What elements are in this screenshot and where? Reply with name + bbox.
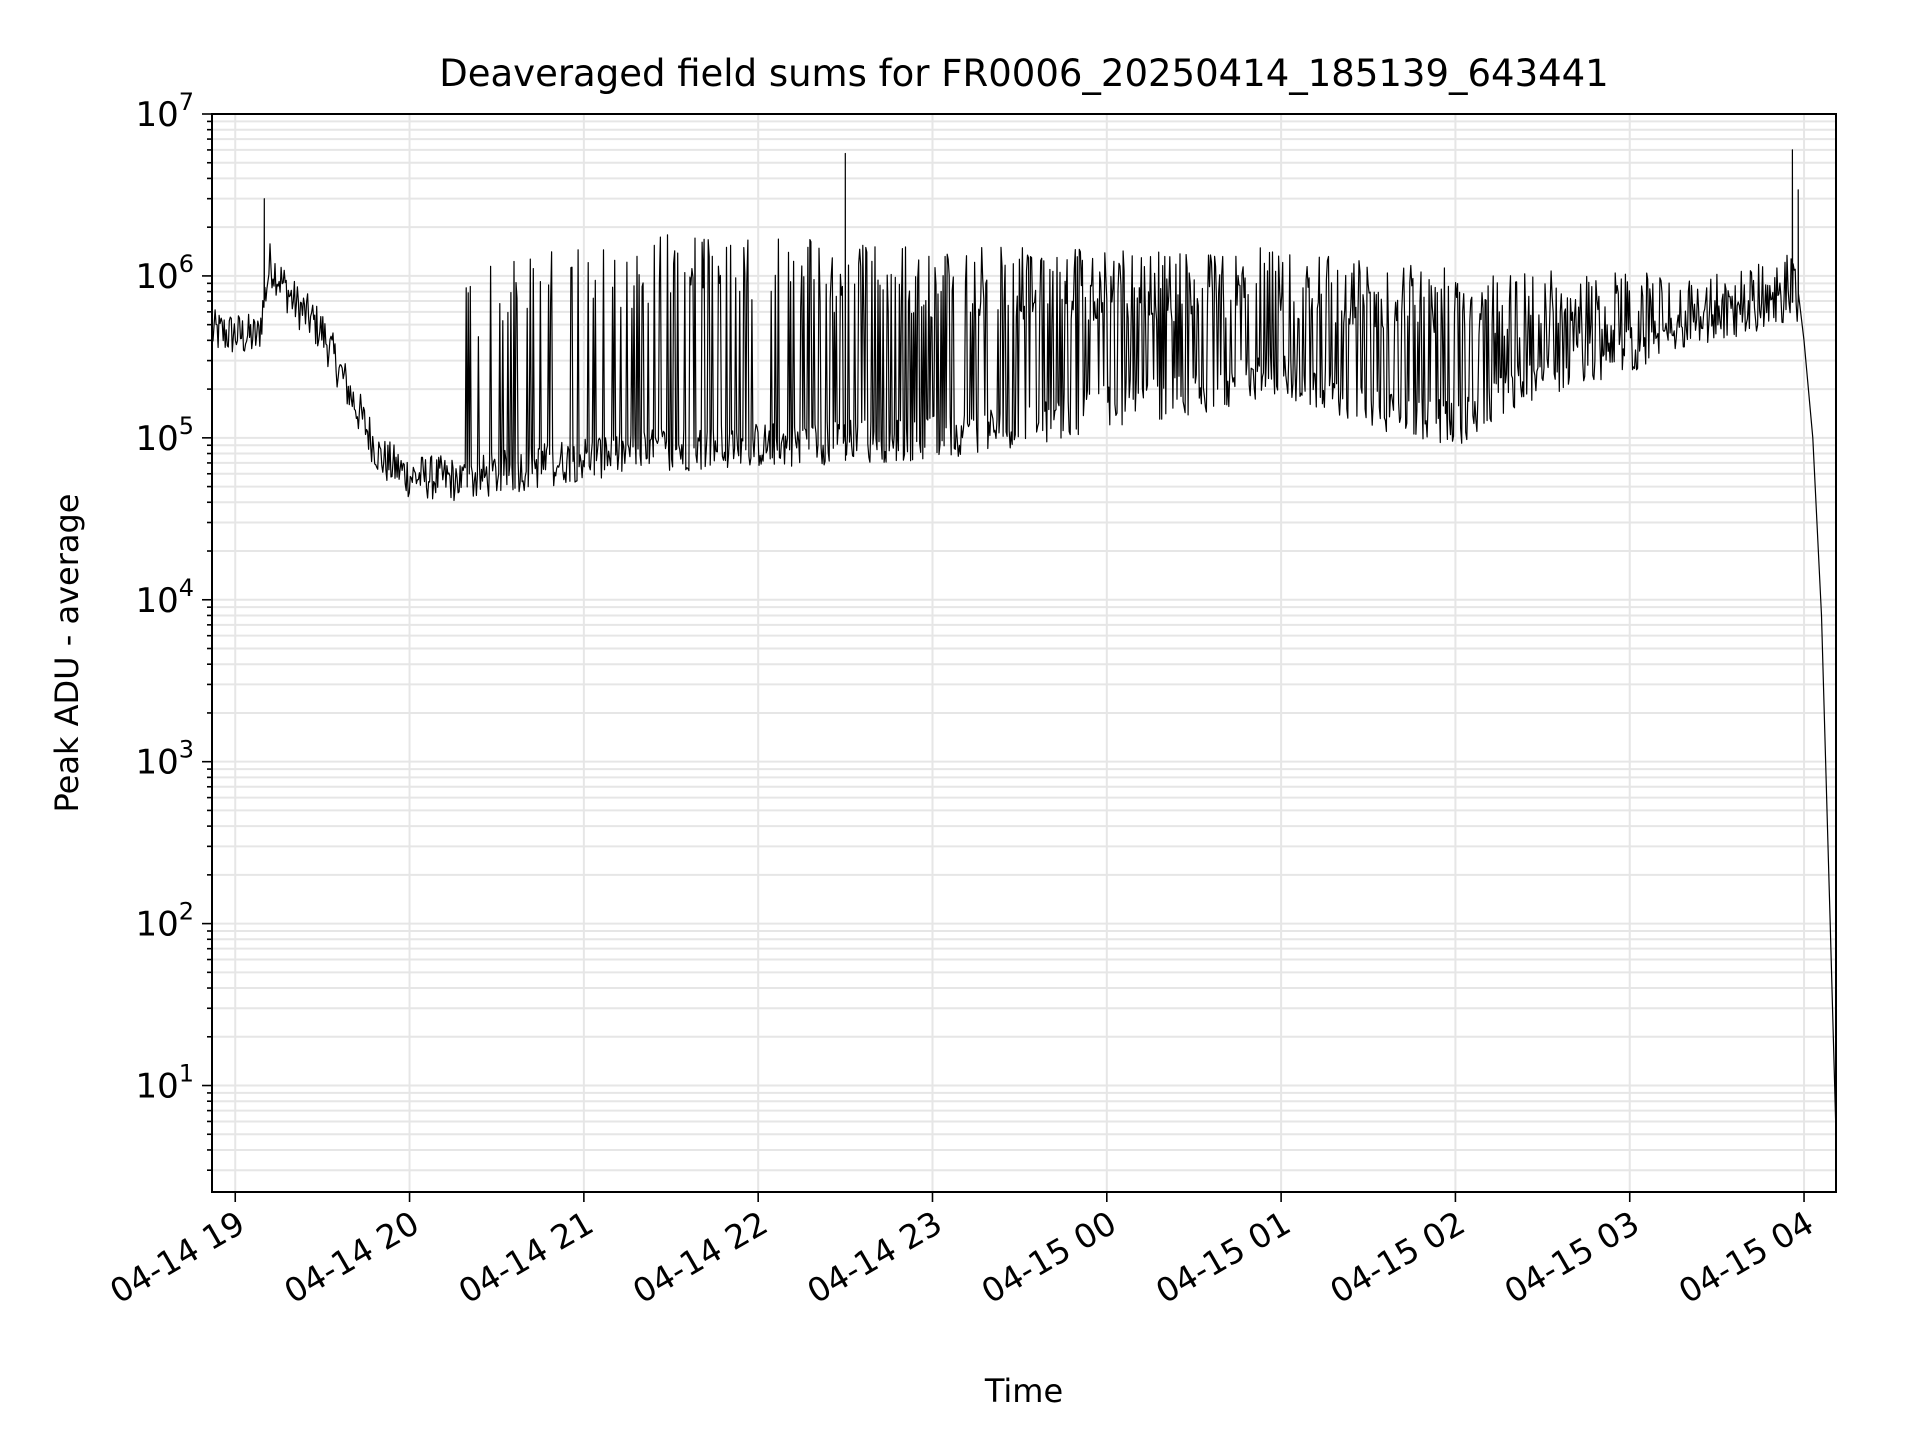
- x-tick-label: 04-15 02: [1323, 1203, 1471, 1311]
- y-tick-label: 101: [135, 1060, 194, 1107]
- series-layer: [211, 149, 1837, 1135]
- x-tick-label: 04-15 00: [975, 1203, 1123, 1311]
- x-tick-label: 04-14 23: [800, 1203, 948, 1311]
- x-tick-label: 04-14 20: [278, 1203, 426, 1311]
- x-tick-label: 04-14 19: [103, 1203, 251, 1311]
- x-tick-label: 04-14 22: [626, 1203, 774, 1311]
- series-line: [211, 149, 1837, 1135]
- x-tick-label: 04-15 04: [1672, 1203, 1820, 1311]
- y-tick-label: 102: [135, 898, 194, 945]
- x-tick-label: 04-14 21: [452, 1203, 600, 1311]
- x-tick-label: 04-15 01: [1149, 1203, 1297, 1311]
- y-tick-label: 107: [135, 88, 194, 135]
- y-tick-label: 104: [135, 574, 194, 621]
- y-tick-label: 103: [135, 736, 194, 783]
- y-axis-label: Peak ADU - average: [48, 494, 86, 813]
- y-tick-label: 106: [135, 250, 194, 297]
- y-tick-label: 105: [135, 412, 194, 459]
- plot-frame: [211, 113, 1837, 1193]
- grid: [212, 113, 1836, 1192]
- x-axis-label: Time: [984, 1372, 1063, 1410]
- chart-title: Deaveraged field sums for FR0006_2025041…: [439, 52, 1608, 95]
- x-tick-label: 04-15 03: [1498, 1203, 1646, 1311]
